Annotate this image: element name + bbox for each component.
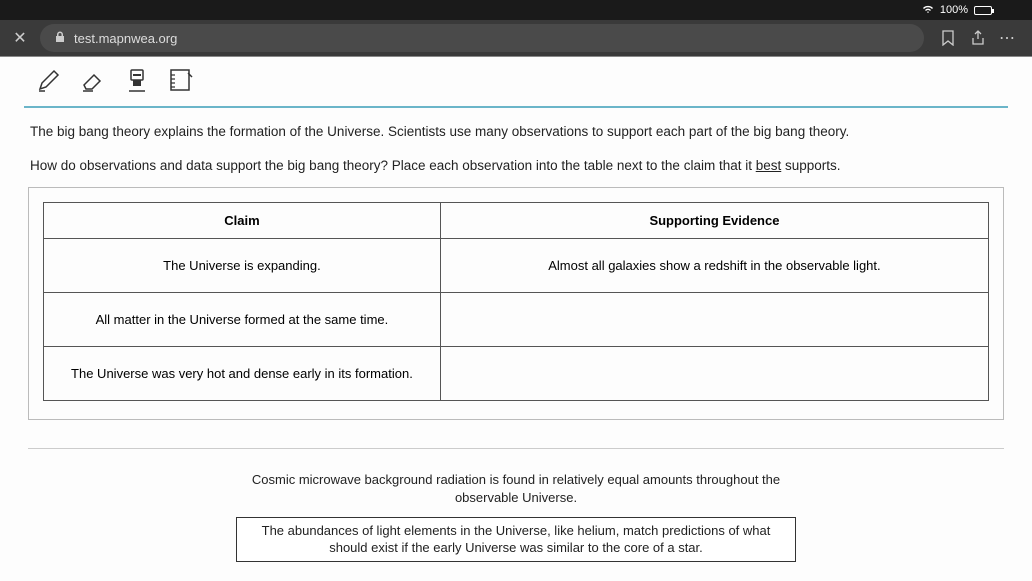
lock-icon <box>54 31 66 46</box>
browser-actions: ⋯ <box>934 30 1022 46</box>
claim-cell: All matter in the Universe formed at the… <box>44 292 441 346</box>
more-icon[interactable]: ⋯ <box>1000 30 1016 46</box>
header-claim: Claim <box>44 202 441 238</box>
evidence-drop-zone[interactable]: Almost all galaxies show a redshift in t… <box>440 238 988 292</box>
evidence-drop-zone[interactable] <box>440 292 988 346</box>
battery-icon <box>974 6 992 15</box>
draggable-option[interactable]: The abundances of light elements in the … <box>236 517 796 562</box>
claim-cell: The Universe was very hot and dense earl… <box>44 346 441 400</box>
share-icon[interactable] <box>970 30 986 46</box>
draggable-option[interactable]: Cosmic microwave background radiation is… <box>236 471 796 507</box>
table-row: The Universe is expanding. Almost all ga… <box>44 238 989 292</box>
wifi-icon <box>922 4 934 17</box>
close-tab-button[interactable]: ✕ <box>10 28 30 48</box>
intro-2-underlined: best <box>756 158 782 173</box>
eraser-tool-icon[interactable] <box>80 67 106 98</box>
url-text: test.mapnwea.org <box>74 31 177 46</box>
url-field[interactable]: test.mapnwea.org <box>40 24 924 52</box>
claims-table: Claim Supporting Evidence The Universe i… <box>43 202 989 401</box>
table-header-row: Claim Supporting Evidence <box>44 202 989 238</box>
section-divider <box>28 448 1004 449</box>
table-row: The Universe was very hot and dense earl… <box>44 346 989 400</box>
intro-paragraph-1: The big bang theory explains the formati… <box>30 122 1002 142</box>
browser-address-bar: ✕ test.mapnwea.org ⋯ <box>0 20 1032 56</box>
bookmark-icon[interactable] <box>940 30 956 46</box>
table-row: All matter in the Universe formed at the… <box>44 292 989 346</box>
device-status-bar: 100% <box>0 0 1032 20</box>
highlighter-tool-icon[interactable] <box>124 67 150 98</box>
claim-cell: The Universe is expanding. <box>44 238 441 292</box>
intro-2b: supports. <box>781 158 840 173</box>
claims-table-container: Claim Supporting Evidence The Universe i… <box>28 187 1004 420</box>
ruler-tool-icon[interactable] <box>168 67 194 98</box>
battery-percent: 100% <box>940 4 968 16</box>
header-evidence: Supporting Evidence <box>440 202 988 238</box>
page-content: The big bang theory explains the formati… <box>0 56 1032 581</box>
evidence-drop-zone[interactable] <box>440 346 988 400</box>
intro-2a: How do observations and data support the… <box>30 158 756 173</box>
intro-paragraph-2: How do observations and data support the… <box>30 156 1002 176</box>
pencil-tool-icon[interactable] <box>36 67 62 98</box>
draggable-options-area: Cosmic microwave background radiation is… <box>24 471 1008 562</box>
question-toolbar <box>24 65 1008 108</box>
